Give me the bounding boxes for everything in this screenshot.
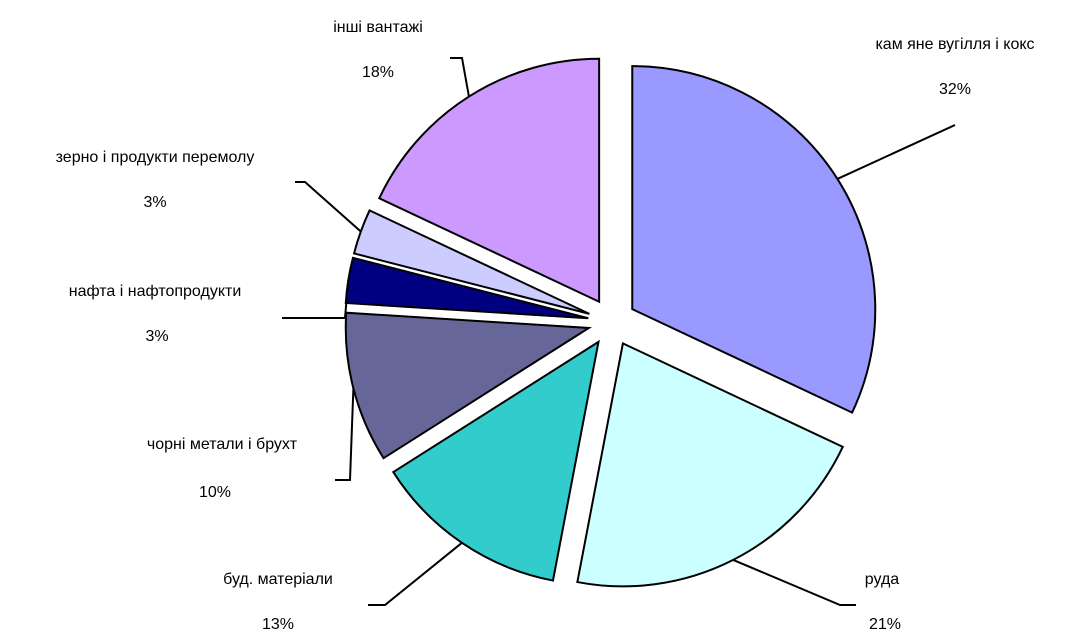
slice-label: кам яне вугілля і кокс: [875, 36, 1034, 53]
slice-percent: 13%: [262, 616, 294, 633]
leader-line: [295, 181, 362, 233]
slice-label: чорні метали і брухт: [147, 436, 298, 453]
leader-line: [368, 542, 463, 606]
leader-line: [732, 558, 856, 606]
pie-slice: [352, 209, 590, 315]
slice-label: буд. матеріали: [223, 571, 333, 588]
slice-percent: 10%: [199, 484, 231, 501]
slice-percent: 32%: [939, 81, 971, 98]
leader-line: [450, 57, 470, 97]
leader-line: [335, 388, 355, 481]
pie-slice: [344, 311, 592, 460]
slice-label: руда: [865, 571, 900, 588]
slice-percent: 3%: [145, 328, 168, 345]
slice-label: зерно і продукти перемолу: [56, 149, 255, 166]
slice-percent: 21%: [869, 616, 901, 633]
slice-percent: 3%: [143, 194, 166, 211]
leader-line: [837, 124, 956, 180]
leader-line: [282, 280, 350, 319]
pie-slice: [576, 341, 845, 588]
pie-slice: [631, 65, 877, 414]
pie-slice: [377, 57, 601, 304]
slice-label: нафта і нафтопродукти: [69, 283, 242, 300]
slice-percent: 18%: [362, 64, 394, 81]
slice-label: інші вантажі: [333, 19, 423, 36]
